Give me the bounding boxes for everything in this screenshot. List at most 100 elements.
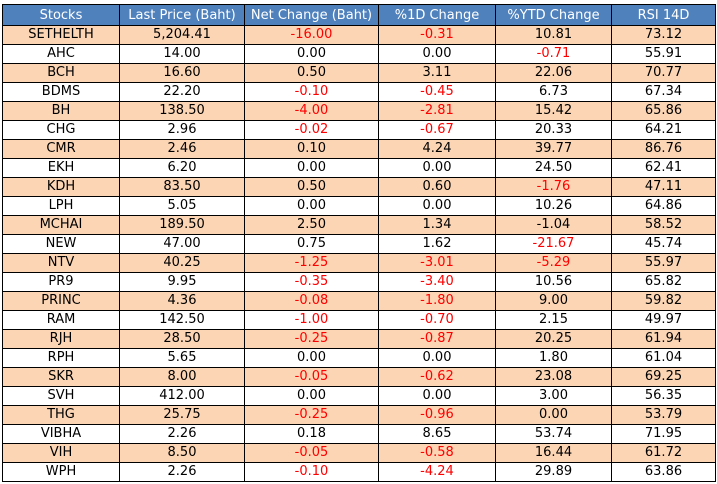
table-row: SETHELTH 5,204.41 -16.00 -0.31 10.81 73.12 <box>2 25 716 45</box>
net-change: -0.35 <box>244 272 379 292</box>
table-row: RJH 28.50 -0.25 -0.87 20.25 61.94 <box>2 329 716 349</box>
table-row: LPH 5.05 0.00 0.00 10.26 64.86 <box>2 196 716 216</box>
last-price: 40.25 <box>119 253 245 273</box>
net-change: -0.02 <box>244 120 379 140</box>
stock-symbol: SKR <box>2 367 120 387</box>
table-row: RAM 142.50 -1.00 -0.70 2.15 49.97 <box>2 310 716 330</box>
change-ytd: -5.29 <box>495 253 612 273</box>
table-row: WPH 2.26 -0.10 -4.24 29.89 63.86 <box>2 462 716 482</box>
stock-symbol: THG <box>2 405 120 425</box>
change-ytd: -0.71 <box>495 44 612 64</box>
rsi-14d: 67.34 <box>611 82 716 102</box>
stock-symbol: RJH <box>2 329 120 349</box>
stock-symbol: SETHELTH <box>2 25 120 45</box>
net-change: -0.25 <box>244 329 379 349</box>
net-change: -0.10 <box>244 462 379 482</box>
net-change: 0.10 <box>244 139 379 159</box>
change-1d: 3.11 <box>378 63 496 83</box>
last-price: 6.20 <box>119 158 245 178</box>
change-1d: -0.45 <box>378 82 496 102</box>
net-change: 0.00 <box>244 348 379 368</box>
stock-symbol: LPH <box>2 196 120 216</box>
stock-symbol: BDMS <box>2 82 120 102</box>
stock-symbol: PRINC <box>2 291 120 311</box>
rsi-14d: 61.04 <box>611 348 716 368</box>
last-price: 189.50 <box>119 215 245 235</box>
net-change: -16.00 <box>244 25 379 45</box>
change-1d: -4.24 <box>378 462 496 482</box>
change-1d: -3.40 <box>378 272 496 292</box>
change-ytd: 29.89 <box>495 462 612 482</box>
net-change: 0.75 <box>244 234 379 254</box>
change-ytd: -1.04 <box>495 215 612 235</box>
stock-symbol: KDH <box>2 177 120 197</box>
change-1d: 0.00 <box>378 386 496 406</box>
stock-symbol: BCH <box>2 63 120 83</box>
rsi-14d: 61.72 <box>611 443 716 463</box>
rsi-14d: 73.12 <box>611 25 716 45</box>
header-last-price: Last Price (Baht) <box>119 4 245 26</box>
change-ytd: 23.08 <box>495 367 612 387</box>
stock-symbol: RPH <box>2 348 120 368</box>
change-1d: 0.00 <box>378 196 496 216</box>
rsi-14d: 69.25 <box>611 367 716 387</box>
stock-symbol: CMR <box>2 139 120 159</box>
last-price: 25.75 <box>119 405 245 425</box>
rsi-14d: 64.86 <box>611 196 716 216</box>
net-change: -0.05 <box>244 443 379 463</box>
change-1d: 0.00 <box>378 44 496 64</box>
change-1d: -1.80 <box>378 291 496 311</box>
change-1d: -0.67 <box>378 120 496 140</box>
stock-symbol: CHG <box>2 120 120 140</box>
change-ytd: 3.00 <box>495 386 612 406</box>
rsi-14d: 53.79 <box>611 405 716 425</box>
last-price: 5.65 <box>119 348 245 368</box>
net-change: -4.00 <box>244 101 379 121</box>
stock-symbol: VIBHA <box>2 424 120 444</box>
stock-symbol: RAM <box>2 310 120 330</box>
stock-symbol: PR9 <box>2 272 120 292</box>
table-row: PR9 9.95 -0.35 -3.40 10.56 65.82 <box>2 272 716 292</box>
header-rsi-14d: RSI 14D <box>611 4 716 26</box>
rsi-14d: 65.82 <box>611 272 716 292</box>
last-price: 9.95 <box>119 272 245 292</box>
change-ytd: 0.00 <box>495 405 612 425</box>
rsi-14d: 55.91 <box>611 44 716 64</box>
change-ytd: 24.50 <box>495 158 612 178</box>
last-price: 2.96 <box>119 120 245 140</box>
last-price: 28.50 <box>119 329 245 349</box>
header-1d-change: %1D Change <box>378 4 496 26</box>
table-row: NTV 40.25 -1.25 -3.01 -5.29 55.97 <box>2 253 716 273</box>
stock-symbol: BH <box>2 101 120 121</box>
net-change: 2.50 <box>244 215 379 235</box>
stock-symbol: VIH <box>2 443 120 463</box>
table-row: SVH 412.00 0.00 0.00 3.00 56.35 <box>2 386 716 406</box>
change-ytd: 6.73 <box>495 82 612 102</box>
change-1d: -0.58 <box>378 443 496 463</box>
rsi-14d: 61.94 <box>611 329 716 349</box>
rsi-14d: 64.21 <box>611 120 716 140</box>
table-header-row: Stocks Last Price (Baht) Net Change (Baht)… <box>2 4 716 26</box>
change-1d: -0.87 <box>378 329 496 349</box>
net-change: -0.10 <box>244 82 379 102</box>
change-1d: 1.34 <box>378 215 496 235</box>
stock-symbol: AHC <box>2 44 120 64</box>
net-change: 0.00 <box>244 158 379 178</box>
table-row: EKH 6.20 0.00 0.00 24.50 62.41 <box>2 158 716 178</box>
change-1d: -0.31 <box>378 25 496 45</box>
change-ytd: -1.76 <box>495 177 612 197</box>
change-ytd: 22.06 <box>495 63 612 83</box>
rsi-14d: 56.35 <box>611 386 716 406</box>
net-change: -1.00 <box>244 310 379 330</box>
change-ytd: 20.33 <box>495 120 612 140</box>
stock-symbol: EKH <box>2 158 120 178</box>
stock-symbol: SVH <box>2 386 120 406</box>
header-ytd-change: %YTD Change <box>495 4 612 26</box>
last-price: 5.05 <box>119 196 245 216</box>
stock-symbol: MCHAI <box>2 215 120 235</box>
change-1d: 0.00 <box>378 158 496 178</box>
rsi-14d: 45.74 <box>611 234 716 254</box>
stock-symbol: NEW <box>2 234 120 254</box>
table-row: RPH 5.65 0.00 0.00 1.80 61.04 <box>2 348 716 368</box>
rsi-14d: 47.11 <box>611 177 716 197</box>
